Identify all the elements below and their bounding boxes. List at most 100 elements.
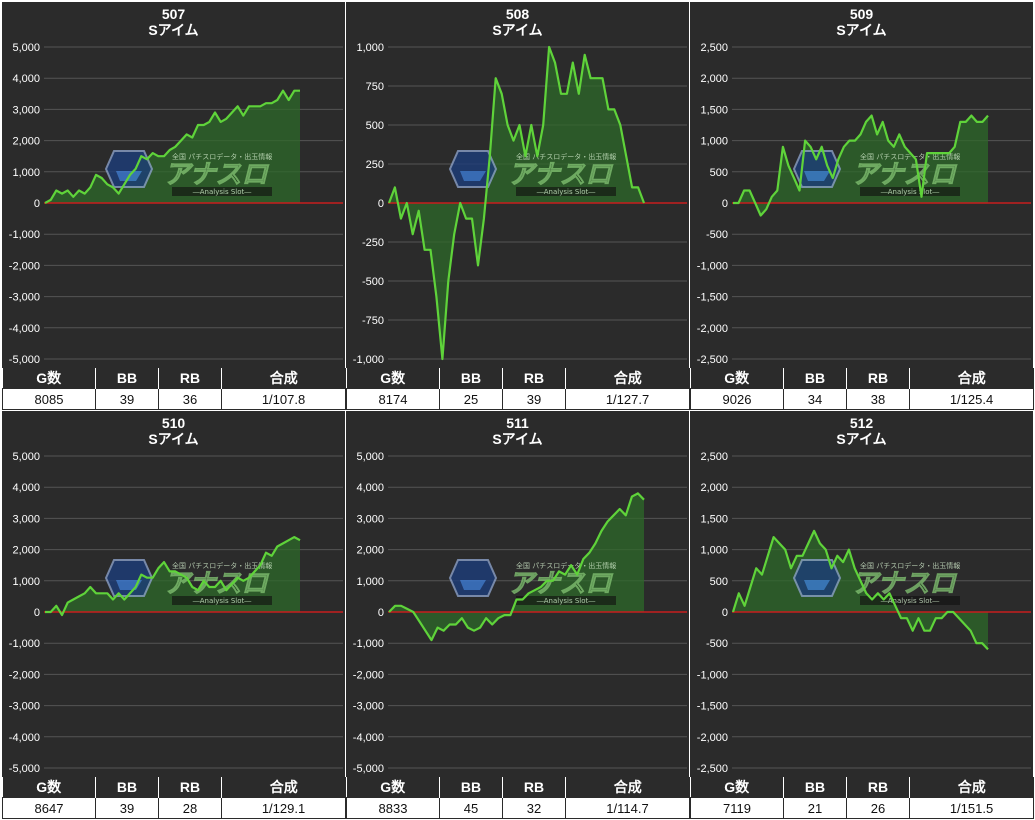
stats-header-row: G数 BB RB 合成: [690, 368, 1034, 389]
rb-value: 28: [158, 797, 222, 819]
games-value: 8833: [346, 797, 440, 819]
total-value: 1/151.5: [909, 797, 1034, 819]
y-tick-label: -5,000: [9, 354, 40, 366]
y-tick-label: 1,500: [700, 104, 728, 116]
watermark-brand: アナスロ: [852, 569, 957, 599]
machine-number: 512: [849, 415, 874, 431]
chart-svg: 5,000 4,000 3,000 2,000 1,000 0 -1,000 -2,000 -3…: [353, 451, 687, 775]
stats-value-row: 8174 25 39 1/127.7: [346, 388, 690, 410]
watermark-sub-bg: [516, 596, 616, 605]
y-tick-label: -2,000: [697, 323, 728, 335]
watermark-top-text: 全国 パチスロデータ・出玉情報: [516, 152, 616, 161]
y-tick-label: 3,000: [12, 513, 40, 525]
machine-name: Sアイム: [148, 431, 199, 447]
plot-area: 5,000 4,000 3,000 2,000 1,000 0 -1,000 -2,000 -3…: [2, 411, 345, 777]
series-line: [44, 89, 300, 204]
watermark-sub: ―Analysis Slot―: [193, 188, 251, 196]
y-tick-label: 750: [366, 81, 384, 93]
chart-svg: 5,000 4,000 3,000 2,000 1,000 0 -1,000 -2,000 -3…: [9, 451, 343, 775]
rb-header: RB: [846, 368, 910, 389]
rb-header: RB: [158, 368, 222, 389]
y-tick-label: -1,000: [9, 638, 40, 650]
y-tick-label: -2,500: [697, 354, 728, 366]
chart-svg: 1,000 750 500 250 0 -250 -500 -750 -1,000 全国 パチスロ…: [353, 42, 687, 366]
watermark-sub: ―Analysis Slot―: [537, 188, 595, 196]
total-value: 1/125.4: [909, 388, 1034, 410]
watermark-sub-bg: [516, 187, 616, 196]
y-tick-label: -5,000: [9, 763, 40, 775]
stats-table: G数 BB RB 合成 8174 25 39 1/127.7: [346, 368, 690, 410]
watermark-sub-bg: [860, 596, 960, 605]
y-tick-label: 1,000: [700, 545, 728, 557]
watermark-brand: アナスロ: [852, 160, 957, 190]
y-tick-label: -4,000: [9, 323, 40, 335]
stats-header-row: G数 BB RB 合成: [690, 777, 1034, 798]
total-header: 合成: [909, 777, 1034, 798]
y-tick-label: -750: [362, 315, 384, 327]
y-tick-label: 0: [34, 607, 40, 619]
series-line: [733, 114, 989, 217]
watermark-sub: ―Analysis Slot―: [881, 597, 939, 605]
y-tick-label: 250: [366, 159, 384, 171]
y-tick-label: -1,500: [697, 701, 728, 713]
machine-name: Sアイム: [148, 22, 199, 38]
watermark-top-text: 全国 パチスロデータ・出玉情報: [172, 561, 272, 570]
y-tick-label: 2,000: [12, 136, 40, 148]
y-tick-label: 2,000: [356, 545, 384, 557]
y-tick-label: 500: [710, 576, 728, 588]
y-tick-label: 1,000: [12, 576, 40, 588]
games-header: G数: [2, 368, 96, 389]
y-tick-label: 2,000: [12, 545, 40, 557]
total-value: 1/107.8: [221, 388, 346, 410]
bb-header: BB: [439, 777, 503, 798]
y-tick-label: 4,000: [356, 482, 384, 494]
plot-area: 5,000 4,000 3,000 2,000 1,000 0 -1,000 -2,000 -3…: [2, 2, 345, 368]
total-header: 合成: [909, 368, 1034, 389]
stats-header-row: G数 BB RB 合成: [2, 368, 346, 389]
games-value: 9026: [690, 388, 784, 410]
y-tick-label: 1,000: [700, 136, 728, 148]
watermark-sub-bg: [860, 187, 960, 196]
rb-value: 26: [846, 797, 910, 819]
chart-panel-512: 2,500 2,000 1,500 1,000 500 0 -500 -1,000 -1,500…: [690, 411, 1034, 819]
y-tick-label: 0: [378, 607, 384, 619]
y-tick-label: -500: [706, 229, 728, 241]
rb-header: RB: [846, 777, 910, 798]
stats-value-row: 9026 34 38 1/125.4: [690, 388, 1034, 410]
y-tick-label: 5,000: [356, 451, 384, 463]
rb-value: 38: [846, 388, 910, 410]
y-tick-label: 2,000: [700, 482, 728, 494]
y-tick-label: -1,000: [9, 229, 40, 241]
bb-header: BB: [439, 368, 503, 389]
y-tick-label: 2,000: [700, 73, 728, 85]
chart-panel-510: 5,000 4,000 3,000 2,000 1,000 0 -1,000 -2,000 -3…: [2, 411, 346, 819]
stats-value-row: 8647 39 28 1/129.1: [2, 797, 346, 819]
stats-table: G数 BB RB 合成 8085 39 36 1/107.8: [2, 368, 346, 410]
games-value: 8085: [2, 388, 96, 410]
y-tick-label: 1,000: [12, 167, 40, 179]
bb-header: BB: [95, 368, 159, 389]
y-tick-label: 0: [34, 198, 40, 210]
machine-number: 507: [161, 6, 186, 22]
y-tick-label: -5,000: [353, 763, 384, 775]
watermark-brand: アナスロ: [508, 569, 613, 599]
y-tick-label: 500: [366, 120, 384, 132]
bb-value: 34: [783, 388, 847, 410]
total-header: 合成: [221, 777, 346, 798]
rb-value: 39: [502, 388, 566, 410]
watermark-sub-bg: [172, 187, 272, 196]
games-header: G数: [346, 777, 440, 798]
series-line: [45, 535, 301, 617]
y-tick-label: -1,500: [697, 292, 728, 304]
y-tick-label: -4,000: [353, 732, 384, 744]
y-tick-label: -500: [706, 638, 728, 650]
stats-table: G数 BB RB 合成 9026 34 38 1/125.4: [690, 368, 1034, 410]
watermark-sub-bg: [172, 596, 272, 605]
total-header: 合成: [565, 368, 690, 389]
machine-name: Sアイム: [836, 431, 887, 447]
rb-header: RB: [158, 777, 222, 798]
bb-value: 39: [95, 797, 159, 819]
games-header: G数: [690, 368, 784, 389]
watermark-top-text: 全国 パチスロデータ・出玉情報: [860, 152, 960, 161]
y-tick-label: 3,000: [12, 104, 40, 116]
